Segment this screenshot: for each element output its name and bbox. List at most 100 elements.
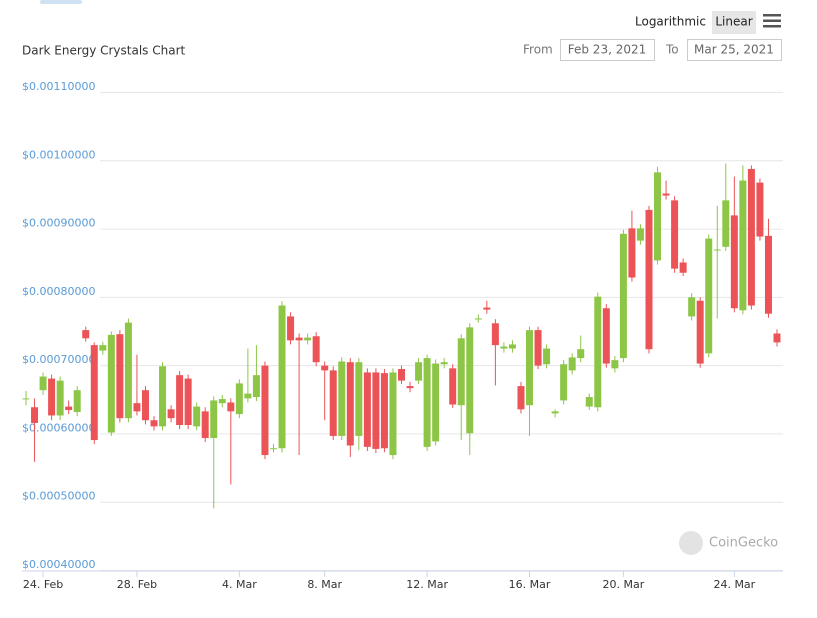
candle-body <box>107 334 115 433</box>
y-tick-label: $0.00040000 <box>22 558 95 571</box>
candle-body <box>56 380 64 416</box>
candle-body <box>193 406 201 427</box>
from-label: From <box>523 43 553 57</box>
candle-body <box>730 215 738 309</box>
candle-body <box>372 372 380 449</box>
y-tick-label: $0.00060000 <box>22 421 95 434</box>
candle-body <box>543 348 551 365</box>
candle-body <box>526 330 534 406</box>
candle-body <box>141 390 149 421</box>
candle-body <box>551 411 559 414</box>
candle-body <box>491 323 499 346</box>
candle-body <box>312 336 320 363</box>
scale-button[interactable]: Linear <box>715 15 752 29</box>
candle-body <box>184 378 192 426</box>
candle-body <box>278 305 286 449</box>
candle-body <box>261 365 269 456</box>
watermark-icon <box>679 531 703 555</box>
candle-body <box>124 322 132 419</box>
candle-body <box>287 316 295 341</box>
y-tick-label: $0.00110000 <box>22 80 95 93</box>
candle-body <box>594 296 602 408</box>
candle-body <box>560 364 568 401</box>
menu-icon[interactable] <box>763 14 781 28</box>
candle-body <box>90 345 98 441</box>
candle-body <box>210 400 218 438</box>
candle-body <box>645 209 653 350</box>
scale-button-bg[interactable] <box>712 11 756 34</box>
x-tick-label: 8. Mar <box>307 578 342 591</box>
y-tick-label: $0.00080000 <box>22 285 95 298</box>
candle-body <box>389 372 397 456</box>
candle-body <box>722 200 730 247</box>
y-tick-label: $0.00070000 <box>22 353 95 366</box>
y-tick-label: $0.00090000 <box>22 217 95 230</box>
watermark: CoinGecko <box>709 536 778 551</box>
candle-body <box>500 346 508 349</box>
candle-body <box>423 358 431 447</box>
candle-body <box>48 378 56 416</box>
candle-body <box>705 238 713 354</box>
candle-body <box>244 393 252 399</box>
candle-body <box>329 370 337 436</box>
candle-body <box>636 228 644 241</box>
candle-body <box>696 300 704 364</box>
candle-body <box>65 406 73 410</box>
candle-body <box>235 383 243 415</box>
candle-body <box>688 297 696 317</box>
candle-body <box>568 357 576 371</box>
candle-body <box>338 361 346 436</box>
candle-body <box>611 360 619 369</box>
candle-body <box>628 228 636 278</box>
candle-body <box>662 193 670 196</box>
candle-body <box>116 334 124 419</box>
x-tick-label: 28. Feb <box>117 578 157 591</box>
y-tick-label: $0.00100000 <box>22 148 95 161</box>
candle-body <box>295 337 303 341</box>
from-input[interactable] <box>560 39 655 61</box>
candle-body <box>432 363 440 442</box>
candle-body <box>380 373 388 449</box>
scale-button[interactable]: Logarithmic <box>635 15 706 29</box>
candle-body <box>747 168 755 306</box>
y-tick-label: $0.00050000 <box>22 490 95 503</box>
candle-body <box>619 233 627 359</box>
candle-body <box>73 390 81 413</box>
candle-body <box>398 369 405 381</box>
candle-body <box>346 362 354 446</box>
candle-body <box>534 330 542 366</box>
candle-body <box>773 333 781 343</box>
candle-body <box>466 327 474 434</box>
candle-body <box>654 172 662 261</box>
to-date: Mar 25, 2021 <box>694 43 774 57</box>
candle-body <box>167 409 175 419</box>
candle-body <box>22 398 30 400</box>
candle-body <box>585 397 593 407</box>
candle-body <box>449 368 457 405</box>
candle-body <box>739 180 747 311</box>
candle-body <box>671 200 679 269</box>
candle-body <box>150 420 158 427</box>
candle-body <box>602 308 610 364</box>
candle-body <box>227 402 235 412</box>
candle-body <box>713 249 721 251</box>
candle-body <box>406 386 414 389</box>
candle-body <box>457 338 465 406</box>
candle-body <box>176 375 184 426</box>
candle-body <box>679 262 687 273</box>
candle-body <box>517 386 525 410</box>
tab-fragment <box>40 0 82 4</box>
to-input[interactable] <box>687 39 782 61</box>
candle-body <box>355 362 363 436</box>
candle-body <box>304 337 312 341</box>
candle-body <box>764 235 772 314</box>
candle-body <box>201 411 209 438</box>
candle-body <box>218 399 226 404</box>
to-label: To <box>665 43 679 57</box>
candle-body <box>363 372 371 447</box>
candle-body <box>31 407 39 423</box>
x-tick-label: 16. Mar <box>509 578 551 591</box>
candle-body <box>82 330 90 339</box>
candle-body <box>252 375 260 398</box>
